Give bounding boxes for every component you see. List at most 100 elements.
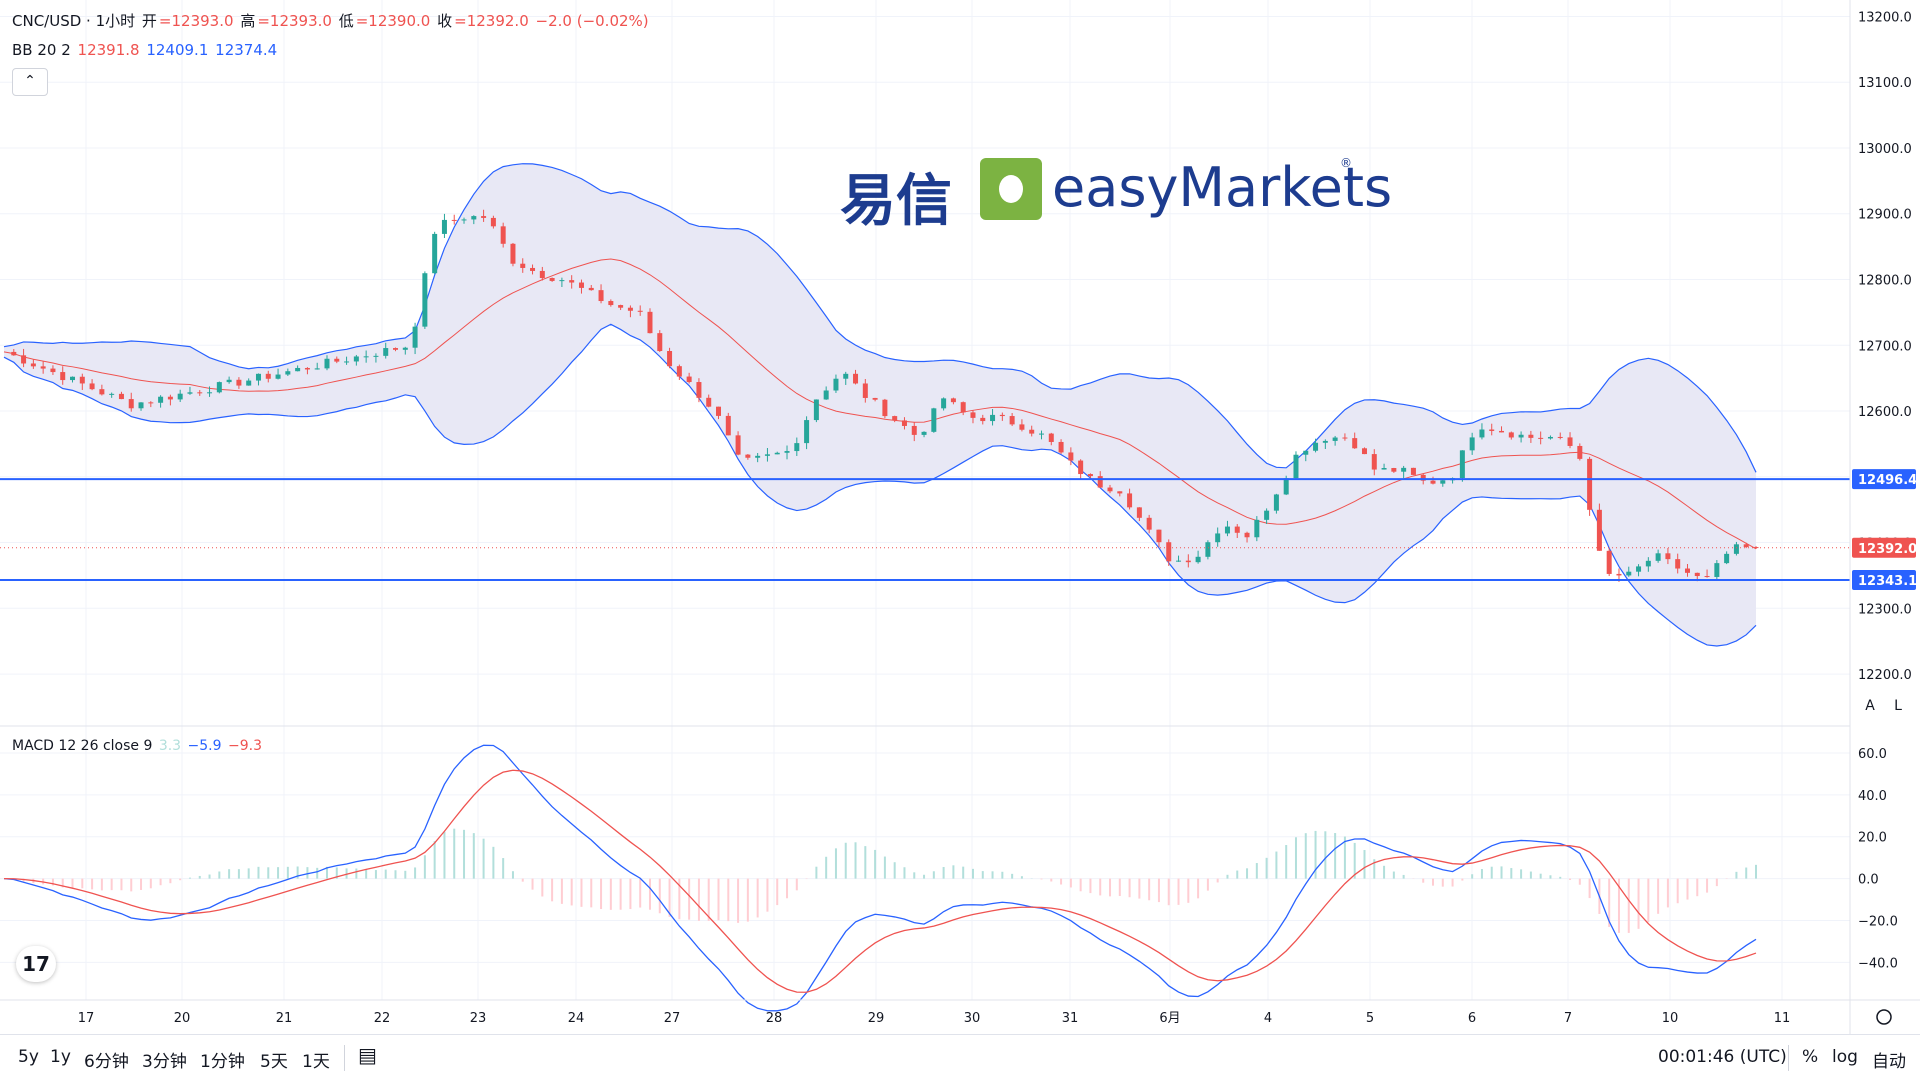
candle-body (1675, 559, 1680, 568)
macd-histogram-bar (1285, 845, 1287, 879)
range-1min-button[interactable]: 1分钟 (200, 1047, 245, 1072)
candle-body (1744, 544, 1749, 547)
macd-histogram-bar (1569, 879, 1571, 880)
candle-body (80, 377, 85, 384)
macd-histogram-bar (688, 879, 690, 920)
macd-histogram-bar (1089, 879, 1091, 893)
candle-body (178, 394, 183, 400)
x-tick-label: 22 (374, 1011, 391, 1026)
macd-histogram-bar (649, 879, 651, 910)
range-6min-button[interactable]: 6分钟 (84, 1047, 129, 1072)
x-tick-label: 23 (470, 1011, 487, 1026)
legend-macd[interactable]: MACD 12 26 close 9 3.3 −5.9 −9.3 (12, 738, 264, 754)
macd-y-tick-label: 0.0 (1858, 873, 1879, 888)
macd-histogram-bar (894, 862, 896, 878)
candle-body (1274, 494, 1279, 510)
candle-body (1352, 438, 1357, 448)
range-3min-button[interactable]: 3分钟 (142, 1047, 187, 1072)
candle-body (1401, 468, 1406, 472)
x-tick-label: 5 (1366, 1011, 1374, 1026)
macd-histogram-bar (453, 829, 455, 879)
candle-body (687, 377, 692, 382)
macd-histogram-bar (218, 871, 220, 878)
macd-histogram-bar (855, 842, 857, 878)
macd-histogram-bar (287, 867, 289, 879)
candle-body (1313, 443, 1318, 451)
candle-body (1558, 437, 1563, 438)
candle-body (334, 359, 339, 362)
easymarkets-logo-icon (980, 158, 1042, 220)
log-scale-button[interactable]: L (1886, 694, 1910, 718)
date-range-calendar-icon[interactable]: ▤ (358, 1043, 377, 1067)
candle-body (716, 407, 721, 416)
macd-histogram-bar (903, 867, 905, 878)
y-tick-label: 13200.0 (1858, 10, 1912, 25)
macd-histogram-bar (1540, 874, 1542, 879)
candle-body (1323, 441, 1328, 443)
macd-histogram-bar (473, 833, 475, 878)
macd-histogram-bar (1354, 843, 1356, 879)
y-tick-label: 13100.0 (1858, 76, 1912, 91)
candle-body (892, 416, 897, 420)
macd-histogram-bar (1520, 869, 1522, 878)
macd-histogram-bar (72, 879, 74, 888)
macd-histogram-bar (1383, 866, 1385, 879)
macd-histogram-bar (786, 879, 788, 899)
candle-body (1548, 437, 1553, 438)
auto-scale-toggle[interactable]: 自动 (1872, 1047, 1906, 1072)
macd-histogram-bar (1393, 872, 1395, 879)
candle-body (256, 374, 261, 381)
candle-body (1577, 446, 1582, 459)
candle-body (667, 351, 672, 366)
candle-body (1391, 468, 1396, 472)
candle-body (119, 394, 124, 399)
candle-body (1019, 424, 1024, 429)
auto-scale-button[interactable]: A (1858, 694, 1882, 718)
candle-body (481, 216, 486, 218)
candle-body (207, 392, 212, 393)
macd-histogram-bar (1628, 879, 1630, 933)
macd-histogram-bar (1207, 879, 1209, 891)
candle-body (354, 356, 359, 361)
macd-histogram-bar (385, 870, 387, 879)
candle-body (344, 361, 349, 362)
range-1y-button[interactable]: 1y (50, 1047, 71, 1067)
range-5d-button[interactable]: 5天 (260, 1047, 288, 1072)
candle-body (295, 368, 300, 371)
macd-histogram-bar (1735, 872, 1737, 879)
collapse-legend-button[interactable]: ⌃ (12, 68, 48, 96)
symbol-label[interactable]: CNC/USD · 1小时 (12, 12, 135, 30)
macd-y-tick-label: 20.0 (1858, 831, 1887, 846)
candle-body (706, 398, 711, 407)
candle-body (1186, 561, 1191, 563)
macd-histogram-bar (1246, 868, 1248, 878)
macd-histogram-bar (1461, 879, 1463, 881)
candle-body (501, 226, 506, 243)
macd-histogram-bar (160, 879, 162, 886)
candle-body (1205, 542, 1210, 557)
range-1d-button[interactable]: 1天 (302, 1047, 330, 1072)
bb-label: BB 20 2 (12, 41, 71, 59)
candle-body (1264, 511, 1269, 520)
macd-histogram-bar (1422, 879, 1424, 883)
macd-histogram-bar (1011, 874, 1013, 879)
candle-body (589, 288, 594, 290)
macd-histogram-bar (375, 870, 377, 879)
range-5y-button[interactable]: 5y (18, 1047, 39, 1067)
y-tick-label: 12600.0 (1858, 405, 1912, 420)
candle-body (1685, 569, 1690, 573)
macd-histogram-bar (1559, 877, 1561, 879)
clock-time[interactable]: 00:01:46 (UTC) (1658, 1047, 1787, 1067)
macd-histogram-bar (1745, 868, 1747, 879)
tradingview-logo-icon[interactable]: 17 (16, 946, 56, 982)
candle-body (853, 374, 858, 384)
log-scale-toggle[interactable]: log (1832, 1047, 1858, 1067)
candle-body (383, 348, 388, 356)
percent-scale-button[interactable]: % (1802, 1047, 1818, 1067)
macd-histogram-bar (1442, 879, 1444, 887)
candle-body (647, 312, 652, 333)
watermark-reg-mark: ® (1340, 156, 1352, 170)
price-tag-label: 12496.4 (1858, 473, 1917, 488)
legend-bb[interactable]: BB 20 2 12391.8 12409.1 12374.4 (12, 41, 279, 59)
